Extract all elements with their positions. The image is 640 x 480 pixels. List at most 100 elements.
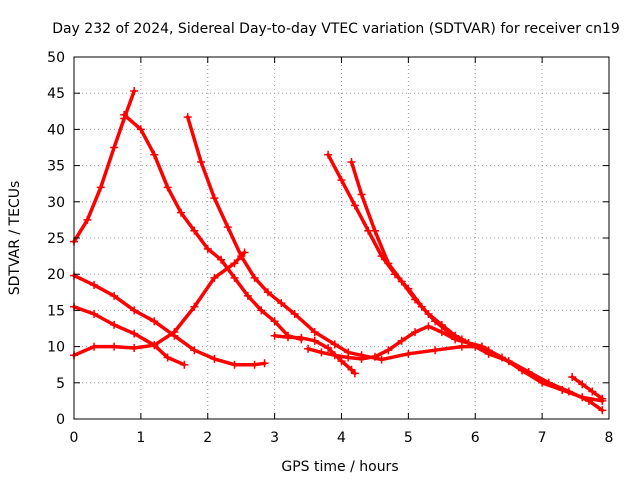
data-point (588, 387, 597, 396)
data-point (397, 336, 406, 345)
x-tick-label: 2 (203, 430, 212, 446)
data-point (437, 320, 446, 329)
y-tick-label: 10 (47, 340, 65, 356)
data-point (130, 344, 139, 353)
data-point (136, 125, 145, 134)
x-tick-label: 8 (605, 430, 614, 446)
data-point (284, 333, 292, 342)
data-point (484, 346, 493, 355)
series-track-k (568, 373, 607, 403)
data-point (180, 360, 189, 369)
data-point (250, 360, 259, 369)
data-point (230, 273, 239, 282)
data-point (277, 299, 286, 308)
data-point (90, 310, 99, 319)
data-point (210, 354, 219, 363)
data-point (324, 150, 333, 159)
x-tick-label: 7 (538, 430, 547, 446)
data-point (190, 302, 199, 311)
data-point (310, 336, 319, 345)
data-point (150, 150, 159, 159)
data-point (297, 333, 306, 342)
y-tick-label: 20 (47, 267, 65, 283)
data-point (120, 110, 129, 119)
data-point (190, 226, 199, 235)
series-line (570, 375, 605, 401)
data-point (377, 355, 386, 364)
data-point (498, 353, 506, 362)
data-point (263, 288, 272, 297)
data-point (183, 113, 192, 122)
data-point (451, 335, 460, 344)
series-line (72, 250, 247, 358)
data-point (90, 342, 99, 351)
series-track-g (324, 150, 607, 415)
data-point (304, 344, 313, 353)
y-tick-label: 45 (47, 86, 65, 102)
series-track-j (270, 331, 359, 378)
data-point (130, 87, 139, 96)
y-tick-label: 5 (56, 376, 65, 392)
x-tick-label: 1 (136, 430, 145, 446)
data-point (83, 215, 92, 224)
data-point (538, 378, 547, 387)
x-tick-label: 6 (471, 430, 480, 446)
data-point (317, 348, 326, 357)
data-point (431, 346, 440, 355)
data-point (464, 338, 473, 347)
data-point (210, 273, 219, 282)
data-point (578, 380, 587, 389)
data-point (110, 320, 119, 329)
series-line (122, 113, 304, 342)
data-point (411, 328, 420, 337)
data-point (90, 281, 99, 290)
data-point (404, 349, 413, 358)
data-point (130, 329, 139, 338)
y-tick-label: 15 (47, 303, 65, 319)
x-tick-label: 0 (70, 430, 79, 446)
x-tick-label: 5 (404, 430, 413, 446)
data-point (270, 317, 279, 326)
data-point (384, 346, 393, 355)
data-point (370, 352, 379, 361)
data-point (344, 353, 353, 362)
series-track-e (70, 248, 249, 360)
data-point (437, 328, 446, 337)
x-axis-label: GPS time / hours (281, 459, 398, 475)
data-point (163, 183, 172, 192)
data-point (364, 226, 373, 235)
grid (74, 57, 609, 419)
data-point (357, 354, 366, 363)
data-point (96, 183, 105, 192)
data-point (150, 341, 159, 350)
y-tick-label: 35 (47, 159, 65, 175)
data-point (210, 194, 219, 203)
data-point (477, 342, 486, 351)
data-point (384, 259, 393, 268)
data-point (397, 277, 406, 286)
series-line (72, 89, 136, 244)
data-point (110, 143, 119, 152)
y-tick-label: 25 (47, 231, 65, 247)
data-point (217, 255, 226, 264)
y-tick-label: 40 (47, 122, 65, 138)
series-track-a (70, 87, 139, 246)
data-point (578, 393, 587, 402)
data-point (110, 342, 119, 351)
data-point (324, 344, 333, 353)
data-point (260, 359, 269, 368)
data-point (150, 317, 159, 326)
data-point (598, 394, 607, 403)
data-point (370, 226, 379, 235)
data-point (130, 306, 139, 315)
data-point (230, 259, 239, 268)
data-point (197, 157, 206, 166)
series-line (349, 160, 605, 403)
data-point (177, 208, 185, 217)
data-point (243, 291, 252, 300)
data-point (424, 322, 433, 331)
data-point (223, 223, 232, 232)
y-tick-label: 30 (47, 195, 65, 211)
data-point (457, 342, 466, 351)
